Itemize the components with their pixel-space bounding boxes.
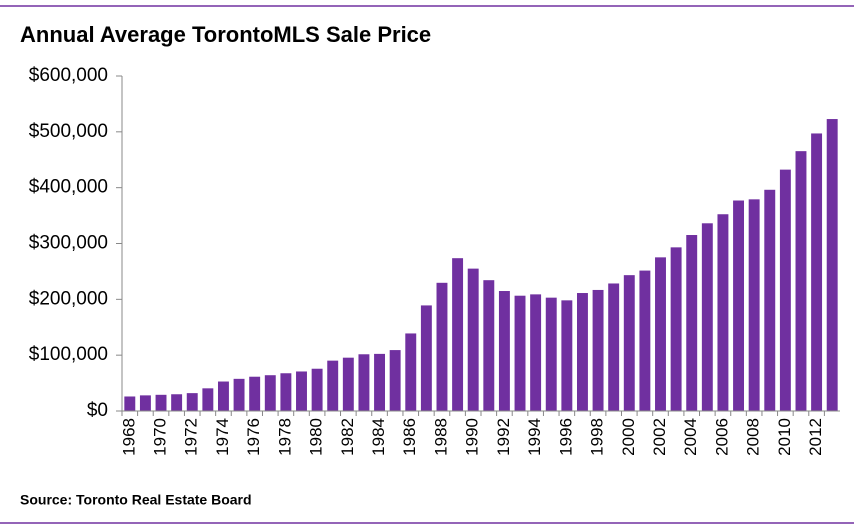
x-tick-label: 2004 (681, 418, 700, 456)
bar (155, 394, 167, 411)
bar (811, 133, 823, 411)
bar (514, 295, 526, 411)
bar (592, 289, 604, 411)
bar (748, 199, 760, 411)
bar (342, 357, 354, 411)
bar (483, 280, 495, 411)
bar (608, 283, 620, 411)
bar (280, 373, 292, 411)
bar (655, 257, 666, 411)
y-tick-label: $100,000 (29, 344, 108, 365)
bar (436, 282, 448, 411)
x-tick-label: 1982 (338, 418, 357, 456)
bar (420, 305, 432, 411)
x-tick-label: 2002 (650, 418, 669, 456)
bar (217, 381, 229, 411)
bar (764, 189, 776, 411)
y-tick-label: $500,000 (29, 121, 108, 142)
x-tick-label: 1986 (400, 418, 419, 456)
bar (670, 247, 682, 411)
bar (139, 395, 151, 411)
bar (779, 169, 791, 411)
x-tick-label: 1992 (494, 418, 513, 456)
bar (639, 270, 651, 411)
x-tick-label: 1968 (119, 418, 138, 456)
y-tick-label: $0 (87, 400, 108, 421)
x-tick-label: 1988 (431, 418, 450, 456)
y-tick-label: $300,000 (29, 233, 108, 254)
bar (296, 371, 307, 411)
bar (374, 353, 386, 411)
x-tick-label: 1990 (463, 418, 482, 456)
y-tick-label: $600,000 (29, 65, 108, 86)
x-tick-label: 1972 (182, 418, 201, 456)
bar (795, 151, 807, 411)
x-tick-label: 1980 (307, 418, 326, 456)
x-tick-label: 1994 (525, 418, 544, 456)
chart-title: Annual Average TorontoMLS Sale Price (20, 22, 431, 47)
bar (545, 297, 557, 411)
bar (264, 375, 276, 411)
bar (124, 396, 136, 411)
y-tick-label: $400,000 (29, 177, 108, 198)
bar (561, 300, 573, 411)
bar (327, 360, 339, 411)
bar (576, 293, 588, 411)
x-tick-label: 2008 (744, 418, 763, 456)
x-tick-label: 1984 (369, 418, 388, 456)
bar (530, 294, 542, 411)
x-tick-label: 2012 (806, 418, 825, 456)
x-tick-label: 2006 (712, 418, 731, 456)
bar (186, 393, 198, 411)
y-tick-label: $200,000 (29, 288, 108, 309)
x-tick-label: 1974 (213, 418, 232, 456)
bar (733, 200, 745, 411)
bar (826, 119, 838, 412)
x-tick-label: 1976 (244, 418, 263, 456)
bar (452, 258, 464, 411)
bar (311, 368, 323, 411)
bar (358, 354, 370, 411)
bar (202, 388, 214, 411)
bar (686, 235, 698, 411)
bar (717, 214, 729, 411)
bar (467, 268, 479, 411)
bar (389, 350, 401, 411)
bar (171, 394, 183, 411)
x-tick-label: 2010 (775, 418, 794, 456)
bar (405, 333, 417, 411)
bar (249, 376, 261, 411)
bar (623, 275, 635, 411)
x-tick-label: 1970 (151, 418, 170, 456)
x-tick-label: 2000 (619, 418, 638, 456)
x-tick-label: 1978 (275, 418, 294, 456)
x-tick-label: 1996 (556, 418, 575, 456)
bar (701, 223, 713, 411)
source-note: Source: Toronto Real Estate Board (20, 492, 252, 508)
bar (233, 378, 245, 411)
bar (498, 291, 510, 411)
x-tick-label: 1998 (588, 418, 607, 456)
